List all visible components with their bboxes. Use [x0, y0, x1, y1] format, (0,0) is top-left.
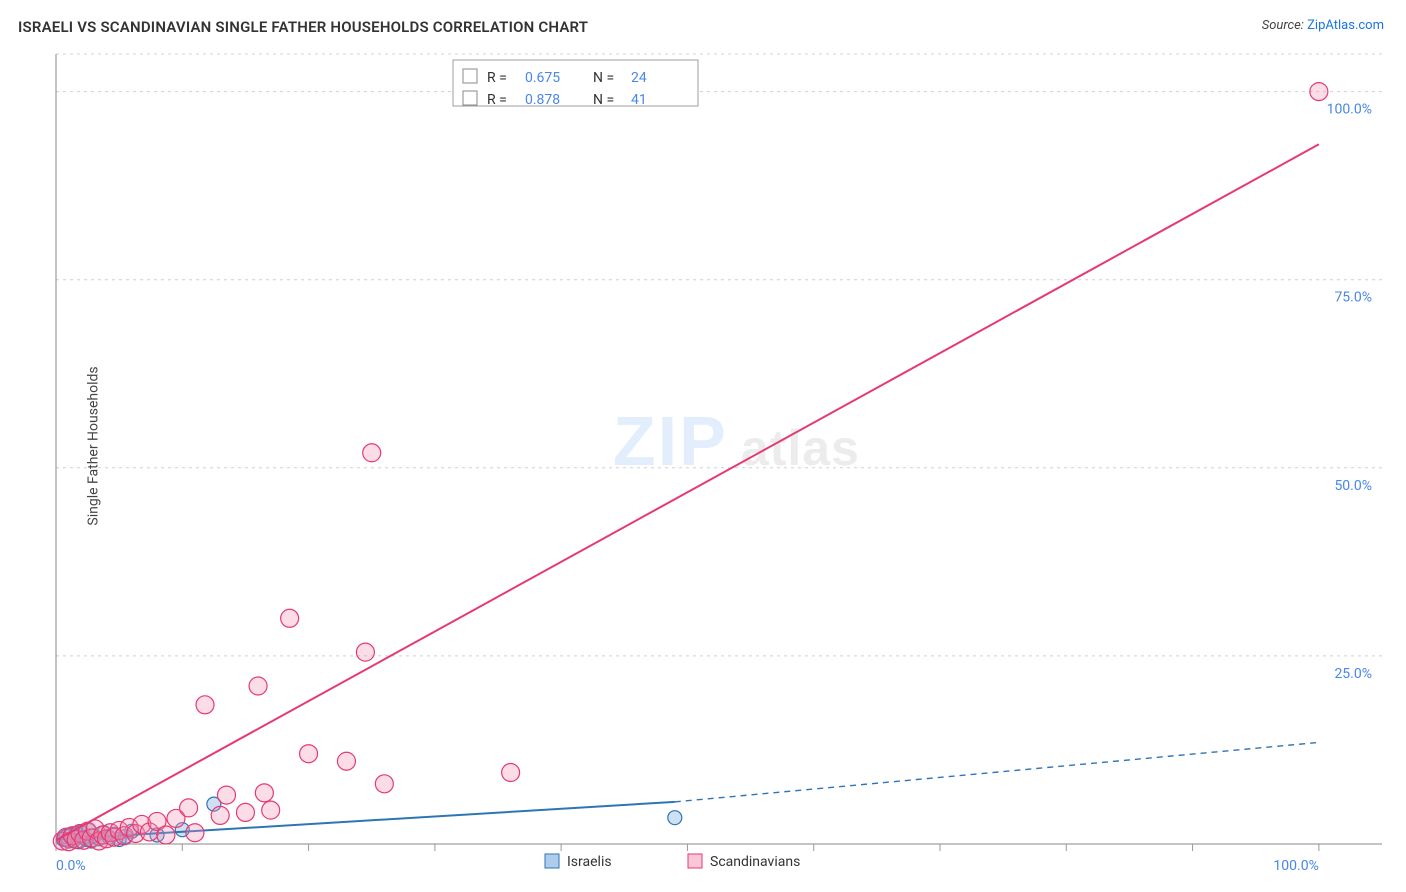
legend-swatch-scandinavians	[688, 854, 702, 868]
data-point[interactable]	[356, 643, 374, 661]
chart-svg: ZIPatlas25.0%50.0%75.0%100.0%0.0%100.0%R…	[56, 54, 1382, 844]
legend-swatch-israelis	[463, 69, 477, 83]
legend-swatch-israelis	[545, 854, 559, 868]
svg-text:100.0%: 100.0%	[1273, 858, 1318, 874]
svg-text:50.0%: 50.0%	[1334, 478, 1372, 494]
stats-r-value-israelis: 0.675	[525, 70, 560, 86]
svg-text:0.0%: 0.0%	[56, 858, 86, 874]
x-tick: 0.0%	[56, 858, 86, 874]
svg-text:25.0%: 25.0%	[1334, 666, 1372, 682]
series-legend: Israelis Scandinavians	[545, 854, 800, 870]
data-point[interactable]	[668, 811, 682, 825]
data-point[interactable]	[196, 696, 214, 714]
data-point[interactable]	[236, 803, 254, 821]
data-point[interactable]	[157, 826, 175, 844]
data-point[interactable]	[281, 609, 299, 627]
legend-label-israelis[interactable]: Israelis	[567, 854, 612, 870]
data-point[interactable]	[300, 745, 318, 763]
data-point[interactable]	[502, 764, 520, 782]
source-attribution: Source: ZipAtlas.com	[1262, 18, 1384, 33]
source-link[interactable]: ZipAtlas.com	[1307, 18, 1384, 33]
stats-n-value-scandinavians: 41	[631, 92, 647, 108]
y-tick: 100.0%	[1327, 102, 1372, 118]
chart-plot-area: ZIPatlas25.0%50.0%75.0%100.0%0.0%100.0%R…	[56, 54, 1382, 844]
chart-title: ISRAELI VS SCANDINAVIAN SINGLE FATHER HO…	[18, 18, 588, 36]
stats-r-label: R =	[487, 70, 507, 86]
trend-line-scandinavians	[56, 144, 1319, 840]
legend-label-scandinavians[interactable]: Scandinavians	[710, 854, 800, 870]
data-point[interactable]	[217, 786, 235, 804]
x-tick: 100.0%	[1273, 858, 1318, 874]
stats-r-label: R =	[487, 92, 507, 108]
stats-n-label: N =	[593, 92, 614, 108]
source-label: Source:	[1262, 18, 1304, 33]
stats-n-label: N =	[593, 70, 614, 86]
data-point[interactable]	[1310, 83, 1328, 101]
stats-n-value-israelis: 24	[631, 70, 647, 86]
data-point[interactable]	[337, 752, 355, 770]
data-point[interactable]	[255, 784, 273, 802]
data-point[interactable]	[262, 801, 280, 819]
y-tick: 50.0%	[1334, 478, 1372, 494]
data-point[interactable]	[363, 444, 381, 462]
legend-swatch-scandinavians	[463, 91, 477, 105]
y-tick: 25.0%	[1334, 666, 1372, 682]
stats-legend: R = 0.675 N = 24 R = 0.878 N = 41	[453, 60, 698, 108]
y-tick: 75.0%	[1334, 290, 1372, 306]
data-point[interactable]	[375, 775, 393, 793]
stats-r-value-scandinavians: 0.878	[525, 92, 560, 108]
svg-text:100.0%: 100.0%	[1327, 102, 1372, 118]
svg-text:75.0%: 75.0%	[1334, 290, 1372, 306]
trend-line-israelis-extrapolated	[675, 742, 1319, 801]
data-point[interactable]	[249, 677, 267, 695]
data-point[interactable]	[211, 806, 229, 824]
data-point[interactable]	[180, 799, 198, 817]
data-point[interactable]	[186, 824, 204, 842]
